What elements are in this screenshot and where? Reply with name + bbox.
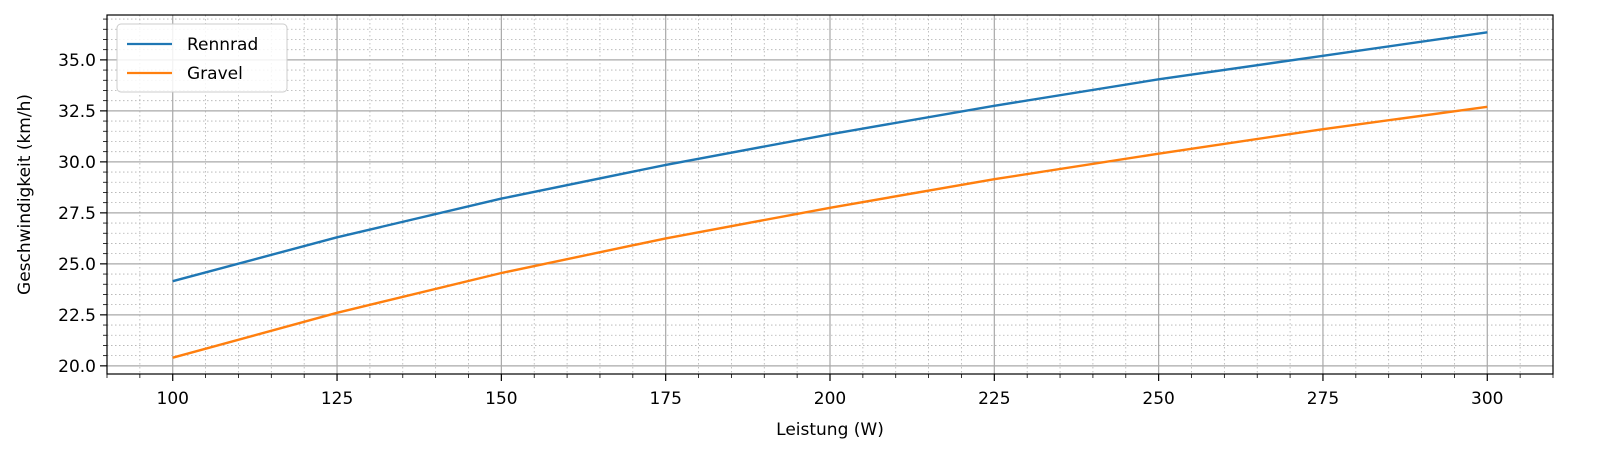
y-tick-label: 20.0 (58, 357, 96, 377)
x-tick-label: 150 (485, 389, 517, 409)
x-tick-label: 250 (1142, 389, 1174, 409)
y-tick-label: 22.5 (58, 306, 96, 326)
x-tick-labels: 100 125 150 175 200 225 250 275 300 (157, 389, 1504, 409)
axis-ticks (100, 18, 1554, 381)
series-line-rennrad (172, 31, 1488, 283)
x-axis-label: Leistung (W) (776, 420, 884, 440)
legend-label-gravel: Gravel (187, 64, 243, 84)
y-tick-label: 35.0 (58, 51, 96, 71)
minor-grid (106, 15, 1554, 374)
x-tick-label: 275 (1307, 389, 1339, 409)
legend-label-rennrad: Rennrad (187, 35, 258, 55)
x-tick-label: 200 (814, 389, 846, 409)
y-tick-label: 27.5 (58, 204, 96, 224)
series-line-gravel (172, 105, 1488, 359)
y-tick-label: 25.0 (58, 255, 96, 275)
series-layer (172, 31, 1488, 359)
y-axis-label: Geschwindigkeit (km/h) (15, 94, 35, 295)
y-tick-label: 32.5 (58, 102, 96, 122)
x-tick-label: 225 (978, 389, 1010, 409)
y-tick-label: 30.0 (58, 153, 96, 173)
x-tick-label: 175 (649, 389, 681, 409)
legend-box (116, 23, 288, 93)
x-tick-label: 125 (321, 389, 353, 409)
x-tick-label: 300 (1471, 389, 1503, 409)
y-tick-labels: 20.0 22.5 25.0 27.5 30.0 32.5 35.0 (58, 51, 96, 377)
legend: Rennrad Gravel (116, 23, 288, 93)
x-tick-label: 100 (157, 389, 189, 409)
